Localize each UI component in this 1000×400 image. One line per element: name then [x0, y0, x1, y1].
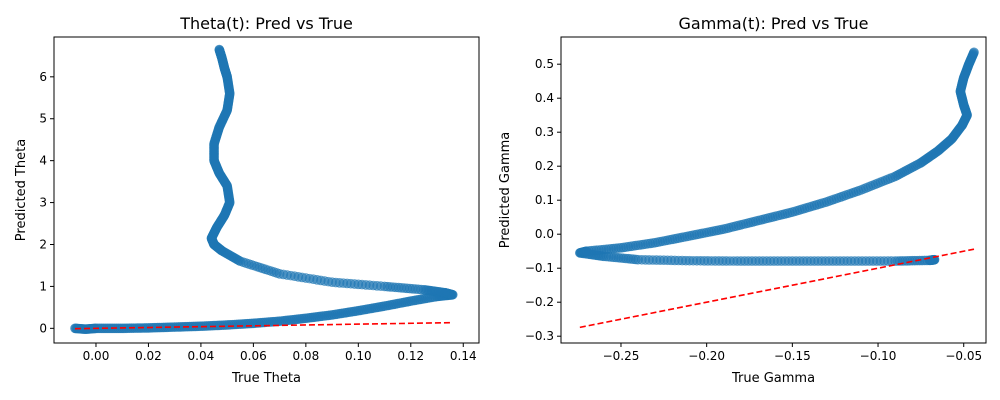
x-tick-label: 0.02 [135, 349, 162, 363]
theta-points [70, 44, 458, 334]
y-tick-label: 3 [39, 196, 47, 210]
x-tick-label: 0.04 [188, 349, 215, 363]
theta-chart: 0.00 0.02 0.04 0.06 0.08 0.10 0.12 0.14 0 1 2 3 4 5 6 T… [14, 14, 480, 386]
reference-line [579, 248, 975, 329]
y-tick-label: −0.1 [525, 261, 554, 275]
data-point [214, 44, 225, 55]
gamma-points [575, 47, 979, 266]
y-tick-label: 5 [39, 112, 47, 126]
x-tick-label: −0.15 [774, 349, 811, 363]
data-point [969, 47, 979, 58]
axes-frame [560, 36, 987, 344]
y-tick-label: 4 [39, 154, 47, 168]
x-tick-label: −0.20 [688, 349, 725, 363]
y-tick-label: 0.2 [535, 159, 554, 173]
x-tick-label: 0.12 [397, 349, 424, 363]
gamma-chart: −0.25 −0.20 −0.15 −0.10 −0.05 −0.3 −0.2 −0.1 0.0… [498, 14, 987, 386]
x-tick-label: 0.10 [345, 349, 372, 363]
axes-frame [53, 36, 480, 344]
x-tick-label: −0.05 [945, 349, 982, 363]
y-tick-label: −0.2 [525, 295, 554, 309]
y-tick-label: 0.3 [535, 125, 554, 139]
x-tick-label: 0.00 [83, 349, 110, 363]
y-tick-label: 0.4 [535, 91, 554, 105]
y-tick-label: 0.1 [535, 193, 554, 207]
y-tick-label: 0.0 [535, 227, 554, 241]
x-tick-label: 0.14 [450, 349, 477, 363]
y-tick-label: −0.3 [525, 329, 554, 343]
x-tick-label: 0.06 [240, 349, 267, 363]
y-tick-label: 1 [39, 279, 47, 293]
theta-chart-title: Theta(t): Pred vs True [179, 14, 353, 33]
y-tick-label: 6 [39, 70, 47, 84]
gamma-x-axis-label: True Gamma [731, 371, 815, 386]
theta-x-axis-label: True Theta [231, 371, 301, 386]
gamma-y-axis-label: Predicted Gamma [498, 132, 513, 249]
x-tick-label: −0.25 [603, 349, 640, 363]
theta-y-axis-label: Predicted Theta [14, 139, 29, 241]
y-tick-label: 0 [39, 321, 47, 335]
y-tick-label: 2 [39, 237, 47, 251]
gamma-chart-title: Gamma(t): Pred vs True [679, 14, 869, 33]
x-tick-label: −0.10 [860, 349, 897, 363]
y-tick-label: 0.5 [535, 57, 554, 71]
x-tick-label: 0.08 [292, 349, 319, 363]
